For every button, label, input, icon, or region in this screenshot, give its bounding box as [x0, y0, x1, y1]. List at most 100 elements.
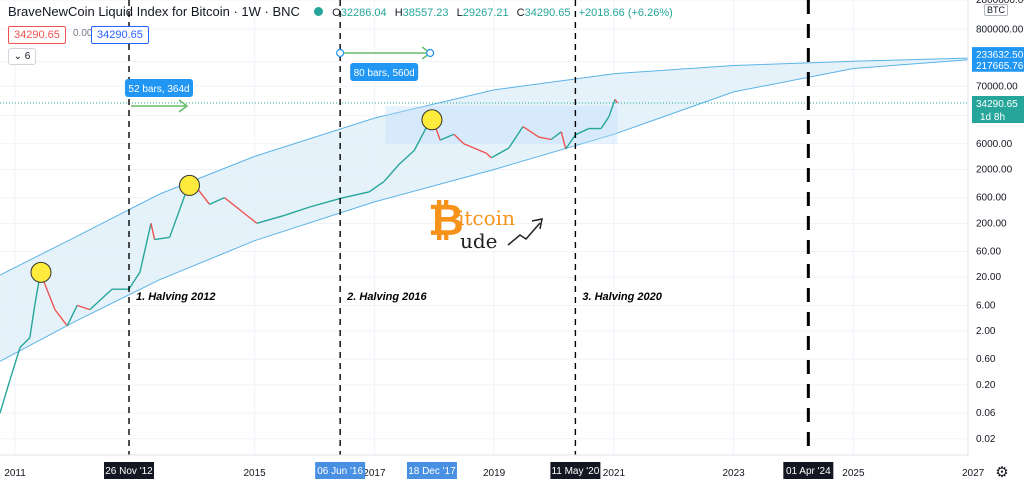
price-tick-label: 200.00 — [976, 218, 1007, 229]
price-segment — [439, 133, 455, 141]
symbol-name: BraveNewCoin Liquid Index for Bitcoin — [8, 4, 230, 19]
price-tick-label: 70000.00 — [976, 81, 1018, 92]
price-label-text: 34290.65 — [976, 99, 1018, 110]
date-range-box — [0, 102, 968, 144]
price-segment — [19, 337, 31, 348]
price-tick-label: 0.06 — [976, 408, 996, 419]
low-key: L — [456, 7, 463, 19]
close-value: 34290.65 — [524, 7, 571, 19]
price-segment — [383, 163, 400, 182]
measure-handle — [336, 48, 345, 58]
logo-text-top: itcoin — [458, 206, 515, 230]
high-value: 38557.23 — [402, 7, 449, 19]
time-tick-label: 2027 — [962, 468, 985, 479]
price-tick-label: 0.20 — [976, 380, 996, 391]
peak-circle — [179, 174, 201, 196]
change-value: +2018.66 (+6.26%) — [578, 7, 673, 19]
band-fill — [0, 58, 968, 362]
price-tick-label: 800000.00 — [976, 24, 1024, 35]
currency-label[interactable]: BTC — [984, 4, 1008, 16]
price-label-box — [972, 95, 1024, 110]
price-tick-label: 20.00 — [976, 272, 1001, 283]
price-tick-label: 2800000.00 — [976, 0, 1024, 6]
time-tag-box — [550, 462, 601, 479]
measure-label-box — [125, 79, 194, 97]
sell-price-button[interactable]: 34290.65 — [8, 26, 66, 44]
high-key: H — [394, 7, 403, 19]
price-segment — [485, 152, 492, 159]
countdown-text: 1d 8h — [980, 112, 1005, 123]
time-tag-text: 26 Nov '12 — [105, 466, 153, 477]
halving-lines: 1. Halving 2012 2. Halving 2016 3. Halving… — [128, 0, 810, 455]
logo-trend-line — [507, 222, 541, 246]
price-segment — [453, 133, 465, 145]
countdown-box — [972, 109, 1024, 123]
time-tick-label: 2011 — [4, 468, 26, 479]
price-tick-label: 600.00 — [976, 193, 1007, 204]
price-segment — [538, 136, 552, 141]
price-segment — [54, 309, 68, 327]
time-tick-label: 2017 — [363, 468, 386, 479]
price-segment — [0, 379, 11, 414]
bitcoin-logo-mark: ₿ — [428, 195, 464, 246]
price-tick-label: 2.00 — [976, 326, 996, 337]
indicators-count: 6 — [24, 51, 31, 62]
price-axis[interactable]: 2800000.00800000.00200000.0070000.002000… — [967, 0, 1024, 485]
price-segment — [139, 223, 152, 273]
price-segment — [150, 223, 156, 240]
indicators-toggle-button[interactable]: ⌄ 6 — [8, 48, 36, 65]
measure-label-box — [350, 63, 419, 81]
price-segment — [128, 271, 141, 290]
peak-circle — [30, 261, 52, 283]
time-axis[interactable]: 2011 2015 2017 2019 2021 2023 2025 2027 26 Nov '… — [0, 454, 1024, 485]
band-lower-line — [0, 59, 969, 362]
halving-label: 2. Halving 2016 — [346, 291, 427, 303]
measure-handle — [426, 48, 435, 58]
market-status-icon[interactable] — [313, 7, 323, 16]
price-label-text: 217665.76 — [976, 61, 1024, 72]
price-segment — [550, 131, 562, 141]
price-tick-label: 6000.00 — [976, 139, 1013, 150]
price-segment — [522, 126, 540, 138]
price-label-text: 233632.50 — [976, 50, 1024, 61]
measure-label-80: 80 bars, 560d — [354, 68, 415, 79]
low-value: 29267.21 — [462, 7, 509, 19]
buy-price-button[interactable]: 34290.65 — [91, 26, 149, 44]
time-tag-box — [104, 462, 155, 479]
interval: 1W — [241, 4, 261, 19]
time-tag-box — [315, 462, 366, 479]
price-segment — [44, 283, 56, 310]
gear-icon[interactable]: ⚙ — [995, 464, 1009, 481]
peak-circles — [30, 109, 443, 283]
price-label-box — [972, 47, 1024, 62]
price-segment — [565, 134, 576, 150]
price-segment — [490, 147, 510, 159]
price-segment — [339, 191, 370, 200]
price-tick-label: 6.00 — [976, 300, 996, 311]
measure-arrowhead — [178, 99, 189, 113]
close-key: C — [516, 7, 525, 19]
time-tick-label: 2019 — [483, 468, 506, 479]
price-segment — [608, 99, 616, 118]
price-segment — [508, 126, 524, 149]
price-tick-label: 0.02 — [976, 434, 996, 445]
price-segment — [66, 305, 78, 327]
price-segment — [76, 304, 91, 311]
exchange: BNC — [272, 4, 300, 19]
measure-tools[interactable]: 52 bars, 364d 80 bars, 560d — [125, 46, 435, 113]
price-segment — [29, 305, 36, 338]
price-segment — [600, 116, 610, 129]
symbol-title[interactable]: BraveNewCoin Liquid Index for Bitcoin · … — [8, 4, 300, 19]
price-segment — [196, 187, 211, 205]
band-upper-line — [0, 57, 969, 276]
price-segment — [284, 206, 310, 217]
logo-text-bottom: ude — [460, 229, 498, 253]
price-segment — [368, 180, 385, 193]
price-tick-label: 0.60 — [976, 354, 996, 365]
price-segment — [398, 149, 415, 165]
time-tag-text: 06 Jun '16 — [317, 466, 363, 477]
halving-label: 1. Halving 2012 — [136, 291, 216, 303]
price-segment — [154, 236, 170, 241]
